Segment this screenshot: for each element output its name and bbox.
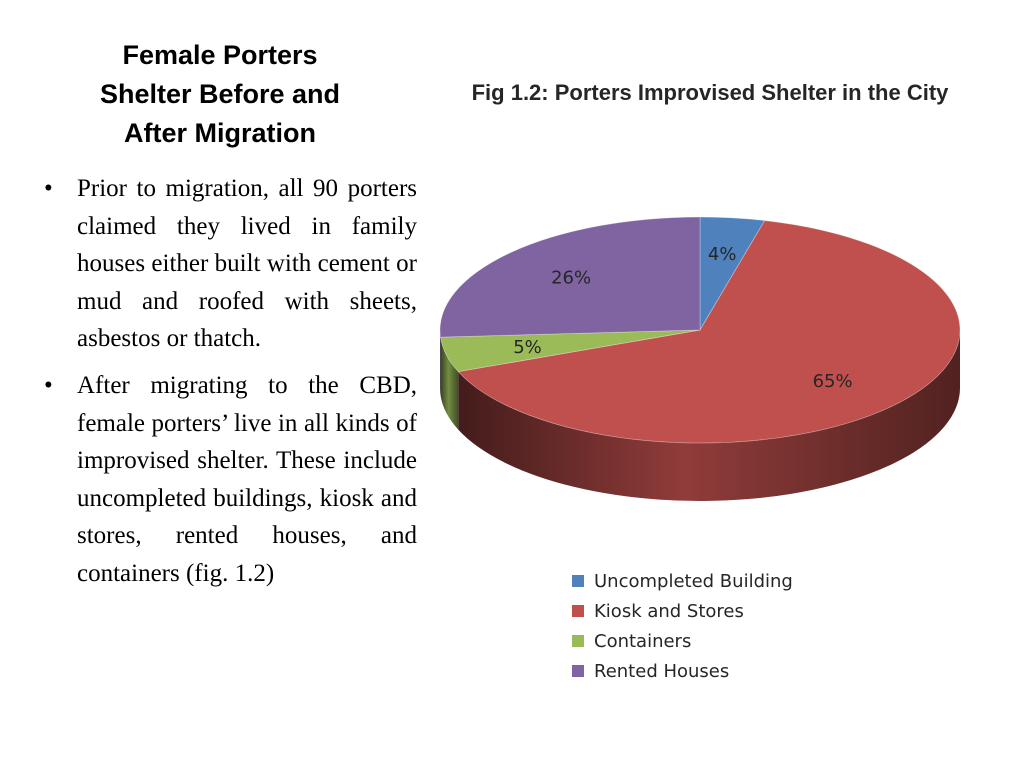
data-label: 4%	[708, 244, 737, 265]
data-label: 26%	[551, 267, 591, 288]
legend-swatch	[572, 665, 584, 677]
legend-label: Uncompleted Building	[594, 570, 793, 592]
bullet-text: After migrating to the CBD, female porte…	[77, 371, 417, 587]
pie-side-walls	[440, 330, 960, 502]
pie-chart: Fig 1.2: Porters Improvised Shelter in t…	[430, 70, 990, 710]
pie-slice-containers	[440, 329, 701, 373]
slide-title: Female Porters Shelter Before and After …	[60, 36, 380, 153]
data-label: 5%	[513, 337, 542, 358]
pie-slice-rented-houses	[439, 216, 701, 338]
legend-item: Containers	[572, 626, 793, 656]
legend-swatch	[572, 575, 584, 587]
pie-chart-svg: 4% 65% 5% 26%	[439, 216, 961, 502]
legend-swatch	[572, 635, 584, 647]
legend-swatch	[572, 605, 584, 617]
bullet-dot-icon: •	[44, 175, 53, 202]
pie-slice-side	[458, 330, 960, 502]
pie-slice-side	[440, 330, 441, 396]
pie-slice-kiosk-and-stores	[457, 220, 961, 444]
slide-title-line: Female Porters	[122, 40, 318, 70]
bullet-list: • Prior to migration, all 90 porters cla…	[44, 170, 417, 602]
bullet-dot-icon: •	[44, 371, 53, 399]
legend-label: Rented Houses	[594, 660, 730, 682]
legend-label: Containers	[594, 630, 692, 652]
bullet-text: Prior to migration, all 90 porters claim…	[77, 175, 417, 353]
slide-title-line: After Migration	[124, 118, 316, 148]
legend-item: Uncompleted Building	[572, 566, 793, 596]
legend-label: Kiosk and Stores	[594, 600, 744, 622]
legend-item: Rented Houses	[572, 656, 793, 686]
bullet-item: • Prior to migration, all 90 porters cla…	[44, 170, 417, 358]
slide-title-line: Shelter Before and	[99, 79, 341, 109]
chart-title: Fig 1.2: Porters Improvised Shelter in t…	[471, 80, 949, 105]
data-label: 65%	[813, 371, 853, 392]
legend-item: Kiosk and Stores	[572, 596, 793, 626]
pie-slice-side	[440, 337, 459, 430]
chart-legend: Uncompleted Building Kiosk and Stores Cont…	[572, 566, 793, 686]
pie-slice-uncompleted-building	[699, 216, 766, 332]
bullet-item: • After migrating to the CBD, female por…	[44, 367, 417, 593]
